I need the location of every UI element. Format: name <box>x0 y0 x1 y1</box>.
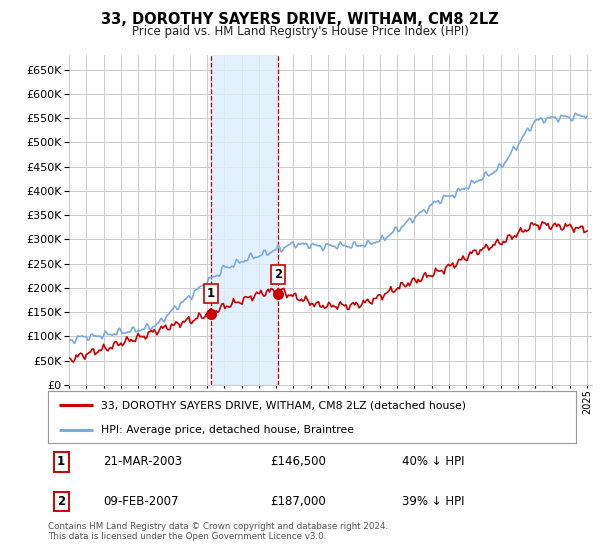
Text: 33, DOROTHY SAYERS DRIVE, WITHAM, CM8 2LZ: 33, DOROTHY SAYERS DRIVE, WITHAM, CM8 2L… <box>101 12 499 27</box>
Text: 2: 2 <box>274 268 282 281</box>
Text: 40% ↓ HPI: 40% ↓ HPI <box>402 455 464 469</box>
Text: 39% ↓ HPI: 39% ↓ HPI <box>402 495 464 508</box>
Text: Price paid vs. HM Land Registry's House Price Index (HPI): Price paid vs. HM Land Registry's House … <box>131 25 469 38</box>
Text: Contains HM Land Registry data © Crown copyright and database right 2024.
This d: Contains HM Land Registry data © Crown c… <box>48 522 388 542</box>
Text: 2: 2 <box>57 495 65 508</box>
Text: 21-MAR-2003: 21-MAR-2003 <box>103 455 182 469</box>
Text: 1: 1 <box>207 287 215 300</box>
Text: £146,500: £146,500 <box>270 455 326 469</box>
Text: 1: 1 <box>57 455 65 469</box>
Text: HPI: Average price, detached house, Braintree: HPI: Average price, detached house, Brai… <box>101 425 354 435</box>
Text: 09-FEB-2007: 09-FEB-2007 <box>103 495 179 508</box>
Bar <box>211 55 278 385</box>
Text: 33, DOROTHY SAYERS DRIVE, WITHAM, CM8 2LZ (detached house): 33, DOROTHY SAYERS DRIVE, WITHAM, CM8 2L… <box>101 400 466 410</box>
Text: £187,000: £187,000 <box>270 495 326 508</box>
